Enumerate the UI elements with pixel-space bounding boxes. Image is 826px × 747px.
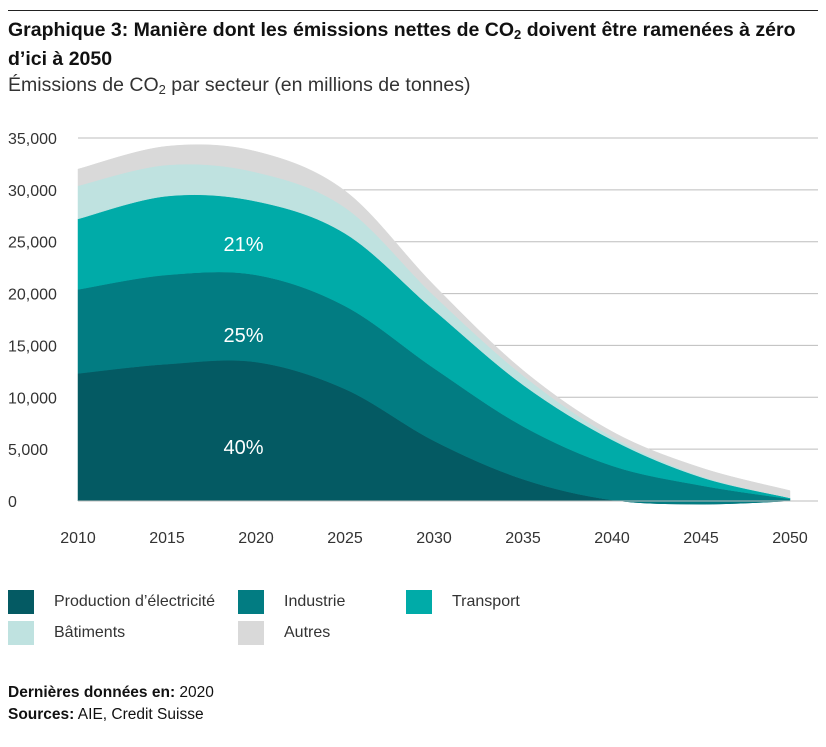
y-tick-label: 25,000 <box>8 235 57 252</box>
x-tick-label: 2040 <box>594 530 630 547</box>
sources-note: Sources: AIE, Credit Suisse <box>8 706 204 723</box>
x-tick-label: 2020 <box>238 530 274 547</box>
legend-item-industrie: Industrie <box>238 590 345 614</box>
legend-label: Bâtiments <box>54 624 126 641</box>
share-annotation: 25% <box>224 325 264 347</box>
chart-footer: Dernières données en: 2020 Sources: AIE,… <box>8 682 214 726</box>
stacked-area-chart: 0 5,000 10,000 15,000 20,000 25,000 30,000 35,0… <box>8 131 818 547</box>
y-tick-label: 35,000 <box>8 131 57 148</box>
y-tick-label: 15,000 <box>8 338 57 355</box>
x-tick-label: 2025 <box>327 530 363 547</box>
last-data-note: Dernières données en: 2020 <box>8 684 214 701</box>
chart-title: Graphique 3: Manière dont les émissions … <box>8 19 796 70</box>
legend-item-production-electricite: Production d’électricité <box>8 590 215 614</box>
chart-legend: Production d’électricité Industrie Trans… <box>8 590 820 650</box>
x-tick-label: 2045 <box>683 530 719 547</box>
y-tick-label: 30,000 <box>8 183 57 200</box>
legend-swatch <box>8 621 34 645</box>
x-tick-label: 2015 <box>149 530 185 547</box>
legend-item-batiments: Bâtiments <box>8 621 125 645</box>
share-annotation: 40% <box>224 437 264 459</box>
y-tick-label: 5,000 <box>8 442 48 459</box>
x-tick-label: 2010 <box>60 530 96 547</box>
chart-subtitle: Émissions de CO2 par secteur (en million… <box>8 74 471 97</box>
title-rule <box>8 10 818 11</box>
legend-item-transport: Transport <box>406 590 520 614</box>
x-tick-label: 2035 <box>505 530 541 547</box>
legend-label: Autres <box>284 624 331 641</box>
legend-swatch <box>8 590 34 614</box>
share-annotation: 21% <box>224 234 264 256</box>
legend-swatch <box>238 621 264 645</box>
legend-label: Industrie <box>284 593 346 610</box>
legend-label: Production d’électricité <box>54 593 215 610</box>
x-tick-label: 2030 <box>416 530 452 547</box>
x-tick-label: 2050 <box>772 530 808 547</box>
area-series-autres <box>77 144 791 499</box>
legend-label: Transport <box>452 593 520 610</box>
y-tick-label: 10,000 <box>8 390 57 407</box>
legend-swatch <box>238 590 264 614</box>
legend-item-autres: Autres <box>238 621 330 645</box>
y-tick-label: 0 <box>8 494 17 511</box>
y-tick-label: 20,000 <box>8 287 57 304</box>
legend-swatch <box>406 590 432 614</box>
